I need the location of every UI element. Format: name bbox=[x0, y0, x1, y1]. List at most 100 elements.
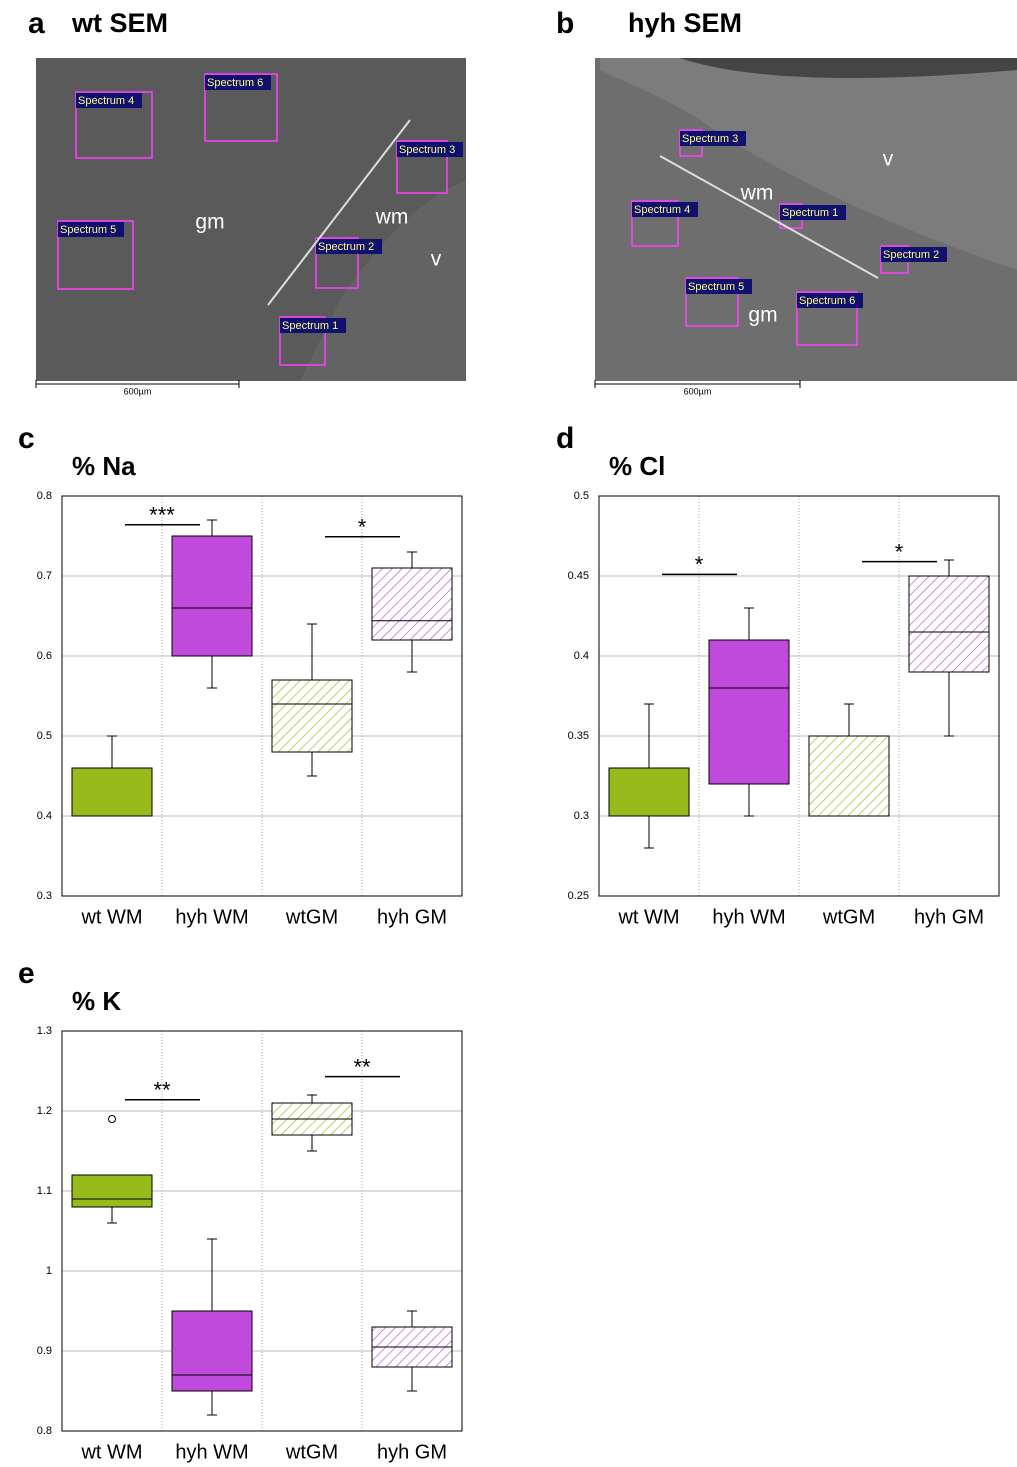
x-tick-label: hyh WM bbox=[175, 906, 248, 928]
box bbox=[371, 567, 453, 641]
spectrum-label: Spectrum 1 bbox=[782, 207, 838, 219]
significance-label: ** bbox=[353, 1054, 371, 1079]
x-tick-label: wtGM bbox=[285, 1441, 338, 1463]
x-tick-label: wt WM bbox=[80, 1441, 142, 1463]
dark-region bbox=[640, 58, 1017, 79]
region-label: v bbox=[883, 148, 894, 171]
spectrum-tag bbox=[686, 279, 752, 294]
spectrum-box bbox=[57, 220, 134, 290]
spectrum-tag bbox=[797, 293, 863, 308]
boundary-line bbox=[659, 155, 879, 279]
spectrum-label: Spectrum 4 bbox=[78, 95, 134, 107]
spectrum-box bbox=[396, 140, 448, 194]
spectrum-box bbox=[279, 316, 326, 366]
spectrum-tag bbox=[397, 142, 463, 157]
significance-label: ** bbox=[153, 1078, 171, 1103]
region-label: gm bbox=[748, 304, 777, 327]
box bbox=[171, 1310, 253, 1392]
y-tick-label: 0.5 bbox=[574, 490, 589, 502]
y-tick-label: 0.25 bbox=[568, 890, 589, 902]
y-tick-label: 0.3 bbox=[574, 810, 589, 822]
spectrum-label: Spectrum 5 bbox=[688, 281, 744, 293]
spectrum-box bbox=[631, 200, 679, 247]
spectrum-box bbox=[796, 291, 858, 346]
plot-frame bbox=[598, 495, 1000, 897]
spectrum-label: Spectrum 3 bbox=[682, 133, 738, 145]
y-tick-label: 0.6 bbox=[37, 650, 52, 662]
region-label: gm bbox=[195, 211, 224, 234]
x-tick-label: hyh GM bbox=[914, 906, 984, 928]
spectrum-label: Spectrum 3 bbox=[399, 144, 455, 156]
region-label: wm bbox=[375, 206, 409, 229]
significance-label: * bbox=[895, 539, 904, 564]
x-tick-label: hyh GM bbox=[377, 906, 447, 928]
spectrum-label: Spectrum 6 bbox=[799, 295, 855, 307]
spectrum-box bbox=[204, 73, 278, 142]
spectrum-label: Spectrum 2 bbox=[883, 249, 939, 261]
spectrum-label: Spectrum 6 bbox=[207, 77, 263, 89]
y-tick-label: 1 bbox=[46, 1265, 52, 1277]
ventricle-region bbox=[600, 58, 1017, 270]
scale-label: 600µm bbox=[124, 386, 152, 396]
plot-frame bbox=[61, 495, 463, 897]
y-tick-label: 0.8 bbox=[37, 1425, 52, 1437]
box bbox=[71, 767, 153, 817]
region-label: wm bbox=[740, 182, 774, 205]
spectrum-label: Spectrum 1 bbox=[282, 320, 338, 332]
x-tick-label: wt WM bbox=[80, 906, 142, 928]
outlier bbox=[108, 1115, 116, 1123]
box bbox=[71, 1174, 153, 1208]
spectrum-label: Spectrum 5 bbox=[60, 224, 116, 236]
y-tick-label: 1.2 bbox=[37, 1105, 52, 1117]
spectrum-box bbox=[685, 277, 739, 327]
scale-label: 600µm bbox=[684, 386, 712, 396]
y-tick-label: 1.3 bbox=[37, 1025, 52, 1037]
spectrum-tag bbox=[280, 318, 346, 333]
y-tick-label: 0.5 bbox=[37, 730, 52, 742]
significance-label: * bbox=[358, 515, 367, 540]
y-tick-label: 0.35 bbox=[568, 730, 589, 742]
significance-label: * bbox=[695, 552, 704, 577]
panel-letter: b bbox=[556, 7, 574, 40]
spectrum-tag bbox=[205, 75, 271, 90]
spectrum-tag bbox=[780, 205, 846, 220]
spectrum-tag bbox=[680, 131, 746, 146]
spectrum-tag bbox=[632, 202, 698, 217]
panel-letter: e bbox=[18, 957, 35, 990]
y-tick-label: 0.4 bbox=[574, 650, 589, 662]
region-label: v bbox=[431, 248, 442, 271]
panel-letter: a bbox=[28, 7, 45, 40]
box bbox=[808, 735, 890, 817]
panel-letter: d bbox=[556, 422, 574, 455]
x-tick-label: wtGM bbox=[822, 906, 875, 928]
y-tick-label: 0.4 bbox=[37, 810, 52, 822]
spectrum-tag bbox=[881, 247, 947, 262]
box bbox=[608, 767, 690, 817]
box bbox=[171, 535, 253, 657]
significance-label: *** bbox=[149, 503, 175, 528]
boundary-line bbox=[267, 119, 411, 306]
box bbox=[908, 575, 990, 673]
panel-title: hyh SEM bbox=[628, 8, 742, 38]
y-tick-label: 0.8 bbox=[37, 490, 52, 502]
spectrum-box bbox=[75, 91, 153, 159]
box bbox=[271, 679, 353, 753]
chart-title: % Na bbox=[72, 451, 136, 481]
y-tick-label: 0.45 bbox=[568, 570, 589, 582]
x-tick-label: wtGM bbox=[285, 906, 338, 928]
spectrum-box bbox=[315, 237, 359, 289]
spectrum-label: Spectrum 2 bbox=[318, 241, 374, 253]
plot-frame bbox=[61, 1030, 463, 1432]
y-tick-label: 0.7 bbox=[37, 570, 52, 582]
y-tick-label: 1.1 bbox=[37, 1185, 52, 1197]
panel-title: wt SEM bbox=[71, 8, 168, 38]
box bbox=[708, 639, 790, 785]
spectrum-label: Spectrum 4 bbox=[634, 204, 690, 216]
x-tick-label: hyh WM bbox=[175, 1441, 248, 1463]
x-tick-label: wt WM bbox=[617, 906, 679, 928]
spectrum-tag bbox=[58, 222, 124, 237]
chart-title: % K bbox=[72, 986, 121, 1016]
y-tick-label: 0.3 bbox=[37, 890, 52, 902]
spectrum-tag bbox=[76, 93, 142, 108]
